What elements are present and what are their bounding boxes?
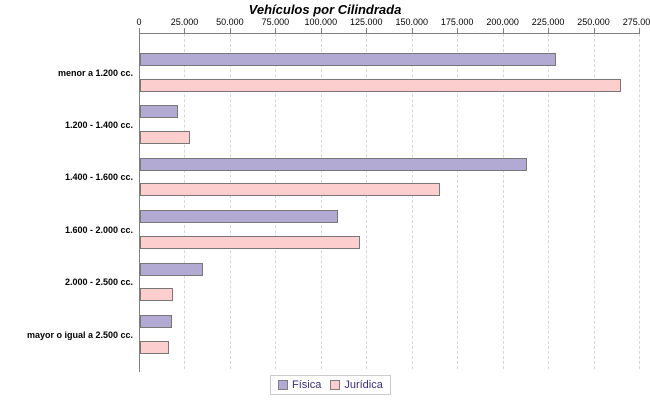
gridline — [593, 34, 595, 369]
gridline — [502, 34, 504, 369]
category-label: 1.600 - 2.000 cc. — [64, 225, 133, 235]
x-axis-line — [139, 33, 640, 34]
x-axis-tick-label: 150.000 — [395, 17, 428, 27]
category-label: mayor o igual a 2.500 cc. — [26, 330, 133, 340]
bar-juridica — [140, 236, 360, 249]
legend-swatch-juridica — [330, 380, 341, 390]
x-axis-tick — [548, 28, 550, 33]
category-label: 1.200 - 1.400 cc. — [64, 120, 133, 130]
x-axis-tick — [366, 28, 368, 33]
category-label: 2.000 - 2.500 cc. — [64, 277, 133, 287]
bar-fisica — [140, 158, 527, 171]
gridline — [184, 34, 186, 369]
x-axis-tick-label: 225.000 — [531, 17, 565, 27]
gridline — [320, 34, 322, 369]
x-axis-tick — [457, 28, 459, 33]
gridline — [411, 34, 413, 369]
gridline — [366, 34, 368, 369]
bar-juridica — [140, 79, 621, 92]
x-axis-tick-label: 175.000 — [440, 17, 474, 27]
bar-juridica — [140, 288, 173, 301]
x-axis-tick-label: 250.000 — [577, 17, 610, 27]
bar-juridica — [140, 183, 440, 196]
x-axis-tick — [229, 28, 231, 33]
x-axis-tick-label: 0 — [136, 17, 142, 27]
x-axis-tick-label: 25.000 — [170, 17, 199, 27]
bar-juridica — [140, 341, 169, 354]
category-label: 1.400 - 1.600 cc. — [64, 172, 133, 182]
legend-label-fisica: Física — [292, 379, 322, 391]
x-axis-tick — [275, 28, 277, 33]
gridline — [275, 34, 277, 369]
x-axis-tick — [139, 28, 140, 33]
x-axis-tick — [502, 28, 504, 33]
gridline — [229, 34, 231, 369]
y-axis-line — [139, 33, 140, 372]
bar-fisica — [140, 263, 203, 276]
legend-item-juridica: Jurídica — [330, 379, 383, 391]
bar-fisica — [140, 53, 556, 66]
x-axis-tick — [411, 28, 413, 33]
legend-swatch-fisica — [278, 380, 288, 390]
gridline — [639, 34, 640, 369]
x-axis-tick-label: 75.000 — [261, 17, 290, 27]
bar-fisica — [140, 315, 172, 328]
legend: Física Jurídica — [270, 375, 391, 395]
x-axis-tick — [320, 28, 322, 33]
x-axis-tick-label: 200.000 — [486, 17, 519, 27]
bar-fisica — [140, 105, 178, 118]
x-axis-tick-label: 125.000 — [349, 17, 383, 27]
x-axis-tick-label: 275.000 — [622, 17, 650, 27]
category-label: menor a 1.200 cc. — [57, 68, 133, 78]
legend-item-fisica: Física — [278, 379, 321, 391]
gridline — [457, 34, 459, 369]
legend-label-juridica: Jurídica — [344, 379, 383, 391]
x-axis-tick-label: 100.000 — [304, 17, 338, 27]
x-axis-tick — [639, 28, 640, 33]
bar-fisica — [140, 210, 338, 223]
chart-title: Vehículos por Cilindrada — [248, 2, 402, 17]
x-axis-tick — [593, 28, 595, 33]
x-axis-tick-label: 50.000 — [216, 17, 244, 27]
bar-juridica — [140, 131, 190, 144]
x-axis-tick — [184, 28, 186, 33]
gridline — [548, 34, 550, 369]
